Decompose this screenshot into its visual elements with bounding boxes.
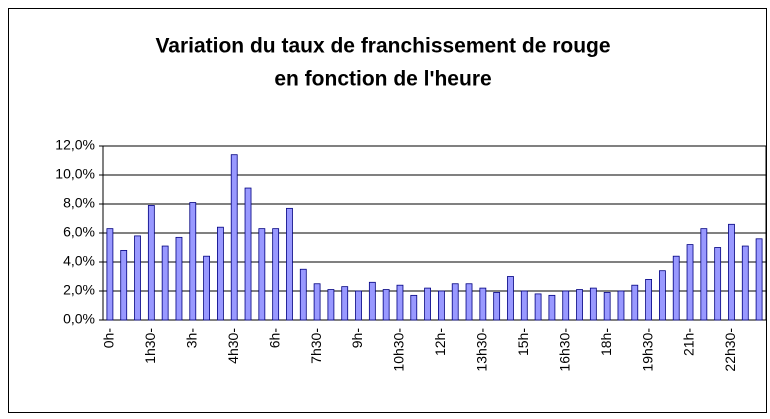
bar: [217, 226, 224, 321]
bar: [120, 249, 128, 321]
bar: [741, 245, 749, 321]
y-tick-label: 8,0%: [63, 195, 95, 211]
bar: [493, 292, 501, 321]
bar: [410, 294, 418, 321]
bar: [161, 245, 169, 321]
bar: [672, 255, 680, 321]
bar: [313, 283, 321, 321]
x-tick-label: 6h-: [266, 328, 282, 349]
bar: [534, 293, 542, 321]
bar: [189, 202, 197, 321]
chart-title: Variation du taux de franchissement de r…: [155, 35, 610, 58]
bar: [631, 284, 639, 321]
x-tick-label: 7h30-: [308, 328, 324, 364]
bar: [520, 290, 528, 321]
bar: [645, 278, 652, 321]
bar: [147, 205, 155, 321]
bar: [106, 228, 114, 321]
bar: [424, 287, 431, 321]
y-tick-label: 6,0%: [63, 224, 95, 240]
bar: [686, 244, 694, 321]
chart-subtitle: en fonction de l'heure: [274, 68, 491, 91]
bar: [589, 287, 597, 321]
y-tick-label: 0,0%: [63, 311, 95, 327]
bar: [700, 228, 708, 321]
bar: [368, 281, 376, 321]
bar: [507, 276, 514, 321]
bar: [286, 207, 293, 321]
bar: [548, 294, 556, 321]
bar: [465, 283, 473, 321]
x-tick-label: 21h-: [681, 328, 697, 356]
x-tick-label: 3h-: [183, 328, 199, 349]
x-tick-label: 10h30-: [391, 328, 407, 372]
x-tick-label: 13h30-: [474, 328, 490, 372]
y-tick-label: 12,0%: [55, 137, 95, 153]
bar: [479, 287, 487, 321]
x-tick-label: 9h-: [349, 328, 365, 349]
bar: [438, 290, 445, 321]
x-tick-label: 4h30-: [225, 328, 241, 364]
bar: [576, 289, 583, 321]
bar: [451, 283, 459, 321]
x-tick-label: 0h-: [101, 328, 117, 349]
bar: [341, 286, 349, 321]
x-tick-label: 16h30-: [556, 328, 572, 372]
x-tick-label: 12h-: [432, 328, 448, 356]
x-tick-label: 15h-: [515, 328, 531, 356]
bar: [134, 235, 141, 321]
x-tick-label: 18h-: [598, 328, 614, 356]
bar: [230, 154, 238, 321]
bar: [603, 292, 611, 321]
y-tick-label: 10,0%: [55, 166, 95, 182]
y-tick-label: 2,0%: [63, 282, 95, 298]
bar: [258, 228, 266, 321]
bar: [327, 289, 335, 321]
bar: [299, 268, 307, 321]
bar: [562, 290, 570, 321]
y-tick-label: 4,0%: [63, 253, 95, 269]
x-tick-label: 19h30-: [639, 328, 655, 372]
bar: [382, 289, 390, 321]
x-tick-label: 1h30-: [142, 328, 158, 364]
bar: [659, 270, 666, 321]
bar: [396, 284, 404, 321]
bar: [355, 290, 362, 321]
bar: [714, 247, 722, 321]
x-tick-label: 22h30-: [722, 328, 738, 372]
bar: [175, 236, 183, 321]
bar: [244, 187, 252, 321]
bar: [728, 223, 735, 321]
bar: [617, 290, 625, 321]
bar: [272, 228, 280, 321]
bar: [755, 238, 763, 321]
bar: [203, 255, 210, 321]
